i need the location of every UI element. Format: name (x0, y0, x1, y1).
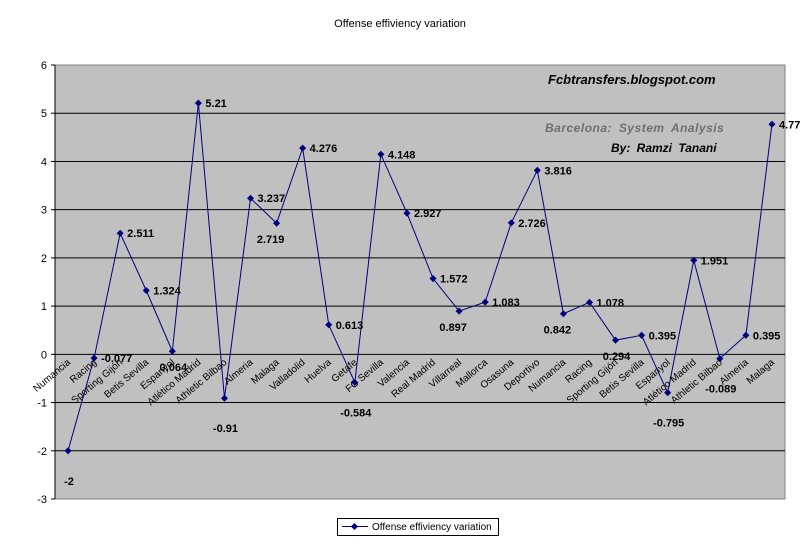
data-label: -0.077 (101, 353, 132, 365)
data-point (768, 120, 776, 128)
data-label: -0.91 (213, 423, 238, 435)
data-point (612, 336, 620, 344)
data-label: 0.064 (160, 362, 188, 374)
data-label: -0.089 (705, 384, 736, 396)
data-label: -2 (64, 476, 74, 488)
y-tick-label: 6 (41, 60, 47, 72)
data-point (742, 331, 750, 339)
data-label: 0.395 (753, 330, 781, 342)
data-label: 1.572 (440, 274, 468, 286)
data-label: 5.21 (205, 98, 226, 110)
data-point (716, 355, 724, 363)
data-label: 2.719 (257, 234, 285, 246)
data-point (559, 310, 567, 318)
legend-marker-icon (342, 522, 368, 532)
data-point (507, 219, 515, 227)
y-tick-label: 1 (41, 301, 47, 313)
data-label: 2.726 (518, 218, 546, 230)
data-label: 1.951 (701, 255, 729, 267)
data-point (455, 307, 463, 315)
y-tick-label: 3 (41, 205, 47, 217)
y-tick-label: 2 (41, 253, 47, 265)
data-point (585, 298, 593, 306)
data-label: 0.613 (336, 320, 364, 332)
watermark-blog: Fcbtransfers.blogspot.com (548, 72, 716, 87)
y-tick-label: -2 (37, 446, 47, 458)
data-point (168, 347, 176, 355)
data-label: -0.795 (653, 418, 684, 430)
data-point (403, 209, 411, 217)
data-point (325, 321, 333, 329)
watermark-author: By: Ramzi Tanani (611, 141, 717, 155)
data-point (299, 144, 307, 152)
data-label: 0.897 (439, 322, 467, 334)
data-point (377, 150, 385, 158)
data-point (220, 394, 228, 402)
data-label: 0.294 (603, 351, 631, 363)
legend-label: Offense effiviency variation (372, 521, 492, 533)
data-point (638, 331, 646, 339)
data-label: 1.078 (596, 297, 624, 309)
data-point (194, 99, 202, 107)
data-label: 3.816 (544, 165, 572, 177)
legend: Offense effiviency variation (337, 518, 499, 536)
data-point (664, 389, 672, 397)
data-label: 2.511 (127, 228, 154, 240)
data-label: 0.395 (649, 330, 677, 342)
data-label: -0.584 (340, 407, 372, 419)
data-label: 1.324 (153, 285, 181, 297)
data-point (273, 219, 281, 227)
data-point (247, 194, 255, 202)
data-point (690, 256, 698, 264)
data-point (351, 378, 359, 387)
data-label: 2.927 (414, 208, 442, 220)
data-label: 4.771 (779, 119, 800, 131)
y-tick-label: 5 (41, 108, 47, 120)
data-label: 0.842 (544, 325, 572, 337)
watermark-analysis: Barcelona: System Analysis (545, 121, 725, 135)
data-label: 4.148 (388, 149, 416, 161)
data-label: 1.083 (492, 297, 520, 309)
data-point (64, 447, 72, 455)
data-label: 3.237 (258, 193, 286, 205)
y-tick-label: 4 (41, 156, 47, 168)
y-tick-label: 0 (41, 349, 47, 361)
data-point (481, 298, 489, 306)
plot-area (54, 64, 786, 500)
y-tick-label: -1 (37, 398, 47, 410)
data-point (429, 274, 437, 283)
data-point (116, 229, 124, 237)
series-line (67, 103, 773, 451)
data-point (142, 286, 150, 295)
y-tick-label: -3 (37, 494, 47, 506)
data-point (90, 354, 98, 362)
data-label: 4.276 (310, 143, 338, 155)
chart-title: Offense effiviency variation (334, 18, 466, 30)
data-point (533, 166, 541, 174)
